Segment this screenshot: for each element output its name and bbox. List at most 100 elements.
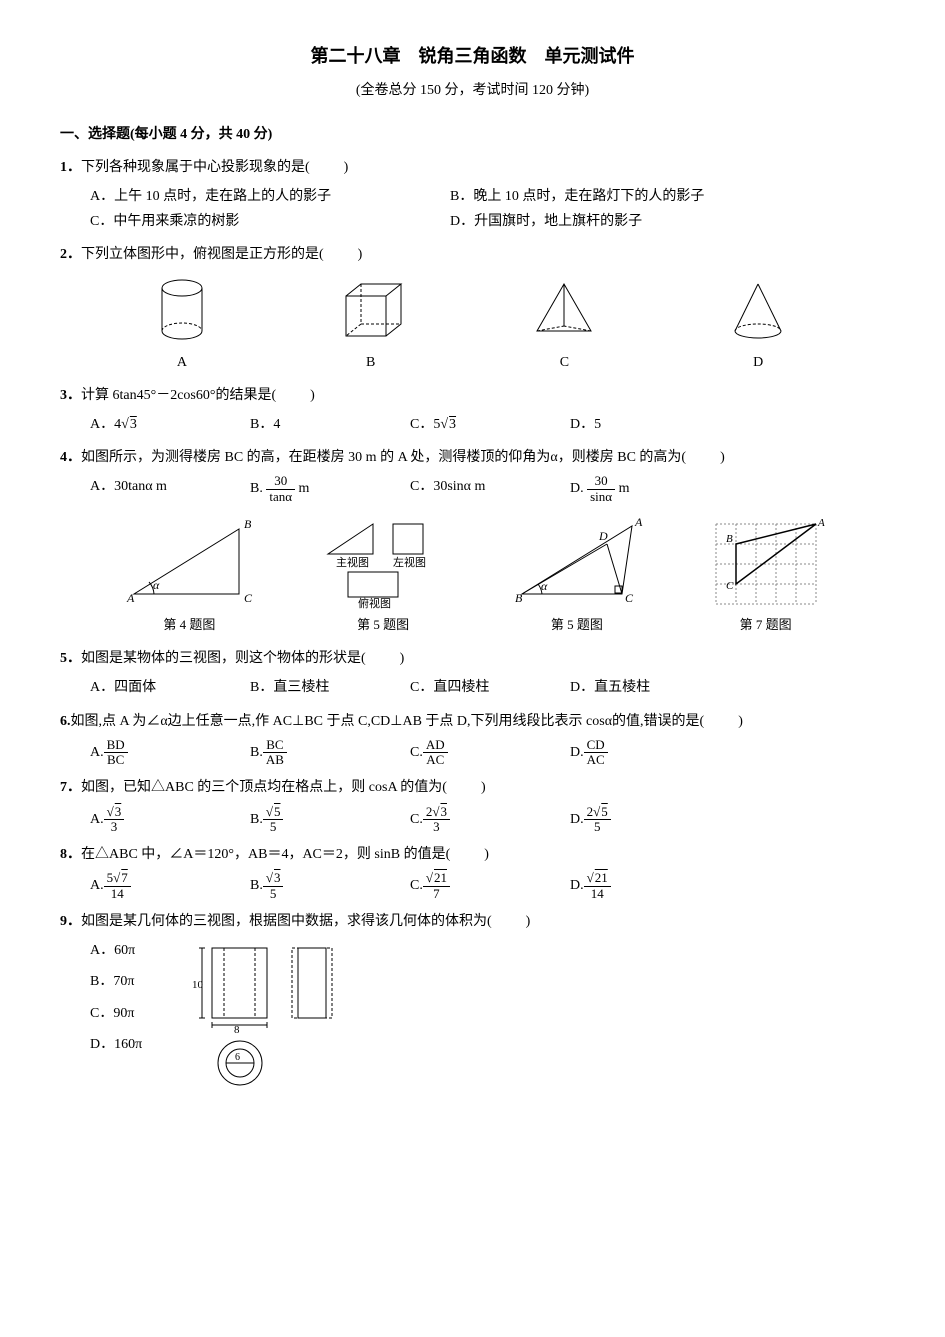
q5-option-d: D．直五棱柱: [570, 675, 690, 700]
q2-shapes: A B C D: [90, 276, 855, 375]
q2-label-a: A: [152, 350, 212, 375]
q3-option-a: A．4√3: [90, 412, 210, 437]
q9-number: 9．: [60, 914, 81, 929]
q8-options: A.5√714 B.√35 C.√217 D.√2114: [90, 871, 885, 901]
question-8: 8．在△ABC 中，∠A＝120°，AB＝4，AC＝2，则 sinB 的值是( …: [60, 842, 885, 867]
figure-4: A B C α 第 4 题图: [119, 514, 259, 636]
q8-option-d: D.√2114: [570, 871, 690, 901]
tetrahedron-icon: [529, 276, 599, 346]
svg-text:8: 8: [234, 1024, 240, 1036]
q3-option-d: D．5: [570, 412, 690, 437]
svg-text:α: α: [541, 579, 548, 593]
q9-option-b: B．70π: [90, 969, 142, 994]
q7-number: 7．: [60, 780, 81, 795]
q6-number: 6.: [60, 714, 71, 729]
q9-option-c: C．90π: [90, 1001, 142, 1026]
q8-blank: ( ): [446, 847, 491, 862]
q3-option-c: C．5√3: [410, 412, 530, 437]
q5-option-a: A．四面体: [90, 675, 210, 700]
figure-7: A B C 第 7 题图: [706, 514, 826, 636]
question-9: 9．如图是某几何体的三视图，根据图中数据，求得该几何体的体积为( ): [60, 909, 885, 934]
q1-option-a: A．上午 10 点时，走在路上的人的影子: [90, 184, 410, 209]
svg-text:主视图: 主视图: [336, 555, 369, 569]
q1-option-b: B．晚上 10 点时，走在路灯下的人的影子: [450, 184, 770, 209]
question-7: 7．如图，已知△ABC 的三个顶点均在格点上，则 cosA 的值为( ): [60, 775, 885, 800]
q6-text: 如图,点 A 为∠α边上任意一点,作 AC⊥BC 于点 C,CD⊥AB 于点 D…: [71, 714, 700, 729]
q2-shape-tetrahedron: C: [529, 276, 599, 375]
q5-option-b: B．直三棱柱: [250, 675, 370, 700]
svg-text:B: B: [244, 517, 252, 531]
q8-number: 8．: [60, 847, 81, 862]
svg-text:C: C: [726, 580, 734, 592]
fig4-caption: 第 4 题图: [119, 613, 259, 636]
question-3: 3．计算 6tan45°－2cos60°的结果是( ): [60, 383, 885, 408]
q5-number: 5．: [60, 651, 81, 666]
page-subtitle: (全卷总分 150 分，考试时间 120 分钟): [60, 78, 885, 103]
svg-text:A: A: [126, 591, 135, 605]
q4-options: A．30tanα m B. 30tanα m C．30sinα m D. 30s…: [90, 474, 885, 504]
fig5a-caption: 第 5 题图: [318, 613, 448, 636]
q5-options: A．四面体 B．直三棱柱 C．直四棱柱 D．直五棱柱: [90, 675, 885, 700]
figures-4-5-6-7: A B C α 第 4 题图 主视图 左视图 俯视图 第 5 题图 A B C …: [90, 514, 855, 636]
question-1: 1．下列各种现象属于中心投影现象的是( ): [60, 155, 885, 180]
q1-number: 1．: [60, 160, 81, 175]
q2-shape-cone: D: [723, 276, 793, 375]
q2-label-d: D: [723, 350, 793, 375]
q7-text: 如图，已知△ABC 的三个顶点均在格点上，则 cosA 的值为: [81, 780, 442, 795]
svg-text:C: C: [625, 591, 634, 605]
cube-icon: [336, 276, 406, 346]
q3-blank: ( ): [271, 388, 316, 403]
q6-options: A.BDBC B.BCAB C.ADAC D.CDAC: [90, 738, 885, 768]
fig4-triangle-icon: A B C α: [119, 514, 259, 609]
q1-option-c: C．中午用来乘凉的树影: [90, 209, 410, 234]
svg-text:B: B: [726, 533, 733, 545]
q9-blank: ( ): [487, 914, 532, 929]
q2-label-b: B: [336, 350, 406, 375]
cone-icon: [723, 276, 793, 346]
svg-text:α: α: [153, 578, 160, 592]
question-4: 4．如图所示，为测得楼房 BC 的高，在距楼房 30 m 的 A 处，测得楼顶的…: [60, 445, 885, 470]
svg-text:C: C: [244, 591, 253, 605]
q4-blank: ( ): [681, 450, 726, 465]
q3-text: 计算 6tan45°－2cos60°的结果是: [81, 388, 271, 403]
q2-blank: ( ): [319, 247, 364, 262]
svg-text:俯视图: 俯视图: [358, 596, 391, 609]
q2-number: 2．: [60, 247, 81, 262]
q1-blank: ( ): [305, 160, 350, 175]
q1-option-d: D．升国旗时，地上旗杆的影子: [450, 209, 770, 234]
question-5: 5．如图是某物体的三视图，则这个物体的形状是( ): [60, 646, 885, 671]
q6-option-c: C.ADAC: [410, 738, 530, 768]
fig5b-caption: 第 5 题图: [507, 613, 647, 636]
q6-option-b: B.BCAB: [250, 738, 370, 768]
q4-number: 4．: [60, 450, 81, 465]
q8-option-c: C.√217: [410, 871, 530, 901]
fig7-grid-icon: A B C: [706, 514, 826, 609]
q6-option-a: A.BDBC: [90, 738, 210, 768]
q2-shape-cylinder: A: [152, 276, 212, 375]
q5-option-c: C．直四棱柱: [410, 675, 530, 700]
q1-text: 下列各种现象属于中心投影现象的是: [81, 160, 305, 175]
q8-option-b: B.√35: [250, 871, 370, 901]
q3-number: 3．: [60, 388, 81, 403]
q2-label-c: C: [529, 350, 599, 375]
svg-text:B: B: [515, 591, 523, 605]
svg-text:A: A: [817, 517, 825, 529]
cylinder-icon: [152, 276, 212, 346]
q7-option-b: B.√55: [250, 805, 370, 835]
q9-text: 如图是某几何体的三视图，根据图中数据，求得该几何体的体积为: [81, 914, 487, 929]
q7-options: A.√33 B.√55 C.2√33 D.2√55: [90, 805, 885, 835]
q1-options: A．上午 10 点时，走在路上的人的影子 B．晚上 10 点时，走在路灯下的人的…: [90, 184, 885, 234]
q7-blank: ( ): [442, 780, 487, 795]
fig5b-triangle-icon: A B C D α: [507, 514, 647, 609]
q7-option-d: D.2√55: [570, 805, 690, 835]
section-1-heading: 一、选择题(每小题 4 分，共 40 分): [60, 122, 885, 147]
q7-option-c: C.2√33: [410, 805, 530, 835]
fig5a-threeviews-icon: 主视图 左视图 俯视图: [318, 514, 448, 609]
figure-5a: 主视图 左视图 俯视图 第 5 题图: [318, 514, 448, 636]
q8-text: 在△ABC 中，∠A＝120°，AB＝4，AC＝2，则 sinB 的值是: [81, 847, 446, 862]
q7-option-a: A.√33: [90, 805, 210, 835]
figure-9: 10 8 6: [172, 938, 392, 1088]
question-2: 2．下列立体图形中，俯视图是正方形的是( ): [60, 242, 885, 267]
q2-text: 下列立体图形中，俯视图是正方形的是: [81, 247, 319, 262]
q4-option-b: B. 30tanα m: [250, 474, 370, 504]
